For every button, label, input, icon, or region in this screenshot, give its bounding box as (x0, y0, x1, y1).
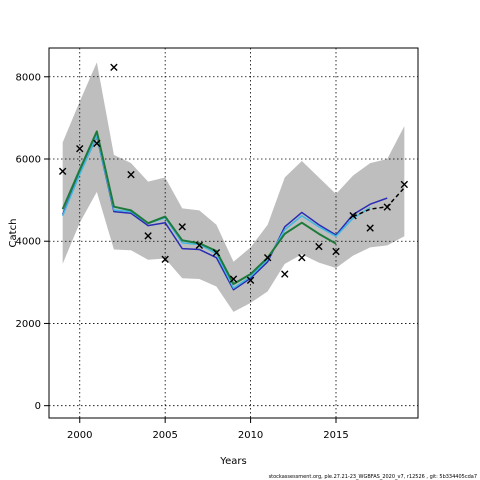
y-tick-label: 4000 (16, 237, 41, 248)
x-axis-label: Years (219, 456, 246, 467)
observation-point (332, 247, 340, 256)
x-tick-label: 2000 (67, 430, 92, 441)
observation-point (76, 145, 84, 153)
observation-point (298, 253, 306, 262)
observation-point (178, 223, 186, 231)
x-tick-label: 2010 (238, 430, 263, 441)
source-footer: stockassessment.org, ple.27.21-23_WGBFAS… (268, 474, 477, 480)
x-tick-label: 2005 (152, 430, 177, 441)
observation-point (195, 241, 204, 250)
observation-point (127, 170, 135, 179)
series-line-blue (61, 135, 388, 291)
observation-point (110, 63, 118, 72)
y-tick-label: 2000 (16, 319, 41, 330)
observation-point (281, 270, 289, 278)
plot-frame (48, 47, 419, 419)
observation-point (144, 232, 152, 240)
observation-point (349, 212, 357, 220)
series-line-black (352, 187, 405, 218)
observation-point (161, 255, 169, 264)
y-tick-label: 0 (35, 401, 41, 412)
observation-point (246, 276, 255, 284)
observation-point (400, 180, 409, 189)
confidence-band (62, 62, 405, 312)
y-tick-label: 6000 (16, 155, 41, 166)
observation-point (366, 224, 374, 232)
y-axis-label: Catch (8, 219, 19, 248)
observation-point (212, 249, 221, 257)
x-tick-label: 2015 (323, 430, 348, 441)
observation-point (315, 242, 323, 251)
observation-point (58, 167, 67, 176)
observation-point (229, 275, 238, 283)
observation-point (383, 203, 391, 211)
series-line-green (61, 130, 337, 285)
y-tick-label: 8000 (16, 72, 41, 83)
observation-point (93, 139, 101, 148)
observation-point (263, 253, 272, 262)
